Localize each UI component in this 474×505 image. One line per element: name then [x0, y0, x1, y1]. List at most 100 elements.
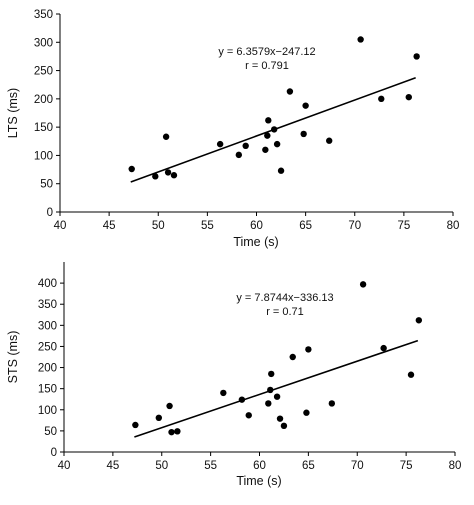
- sts-x-tick-label: 80: [449, 460, 462, 472]
- lts-y-tick-labels: 0 50 100 150 200 250 300 350: [34, 9, 53, 219]
- sts-r-value: r = 0.71: [266, 306, 304, 318]
- lts-data-point: [270, 126, 278, 133]
- lts-x-tick-label: 70: [348, 220, 361, 232]
- sts-data-point: [245, 412, 252, 419]
- lts-data-point: [264, 132, 271, 139]
- lts-y-tick-label: 300: [34, 37, 53, 49]
- lts-data-point: [162, 133, 170, 140]
- sts-data-point: [166, 402, 173, 410]
- lts-data-point: [128, 165, 135, 173]
- sts-x-tick-label: 65: [302, 460, 315, 472]
- lts-y-tick-label: 250: [34, 66, 53, 78]
- sts-data-point: [220, 389, 227, 397]
- lts-y-tick-label: 50: [40, 179, 53, 191]
- lts-r-value: r = 0.791: [245, 60, 289, 72]
- sts-data-point: [155, 414, 163, 421]
- sts-trendline: [134, 339, 419, 438]
- sts-data-point: [303, 409, 310, 416]
- sts-data-point: [280, 422, 288, 430]
- sts-data-point: [267, 386, 274, 394]
- lts-x-tick-label: 45: [103, 220, 116, 232]
- sts-x-axis-label: Time (s): [236, 474, 281, 488]
- lts-data-point: [216, 140, 224, 148]
- lts-equation: y = 6.3579x−247.12: [218, 46, 315, 58]
- lts-y-ticks: [56, 13, 60, 213]
- sts-y-tick-label: 350: [38, 299, 57, 311]
- sts-data-point: [415, 317, 423, 324]
- sts-data-point: [289, 353, 296, 361]
- lts-x-tick-label: 55: [201, 220, 214, 232]
- lts-y-tick-label: 0: [47, 207, 53, 219]
- lts-x-tick-label: 40: [54, 220, 67, 232]
- sts-x-tick-label: 50: [155, 460, 168, 472]
- sts-x-tick-label: 40: [58, 460, 71, 472]
- lts-points: [128, 36, 420, 180]
- sts-x-ticks: [63, 452, 456, 456]
- lts-data-point: [378, 95, 385, 103]
- lts-data-point: [265, 117, 272, 124]
- lts-y-tick-label: 150: [34, 122, 53, 134]
- lts-x-tick-label: 50: [152, 220, 165, 232]
- sts-chart: 40 45 50 55 60 65 70 75 80 0 50 100 150 200 250 300 350…: [6, 262, 461, 488]
- sts-data-point: [305, 346, 312, 353]
- sts-data-point: [174, 428, 181, 435]
- lts-x-tick-label: 75: [397, 220, 410, 232]
- lts-data-point: [262, 146, 269, 153]
- lts-y-axis-label: LTS (ms): [6, 88, 20, 138]
- sts-equation: y = 7.8744x−336.13: [236, 292, 333, 304]
- sts-y-tick-label: 250: [38, 341, 57, 353]
- sts-y-tick-label: 100: [38, 405, 57, 417]
- lts-x-tick-labels: 40 45 50 55 60 65 70 75 80: [54, 220, 460, 232]
- sts-data-point: [265, 400, 272, 407]
- sts-data-point: [359, 281, 367, 288]
- sts-x-tick-label: 60: [253, 460, 266, 472]
- sts-x-tick-labels: 40 45 50 55 60 65 70 75 80: [58, 460, 462, 472]
- sts-data-point: [238, 396, 246, 403]
- lts-data-point: [286, 88, 294, 95]
- lts-data-point: [326, 137, 333, 144]
- sts-y-axis-label: STS (ms): [6, 331, 20, 384]
- sts-y-tick-label: 50: [44, 426, 57, 438]
- lts-data-point: [152, 173, 159, 180]
- sts-y-tick-label: 0: [51, 447, 57, 459]
- sts-y-tick-label: 400: [38, 278, 57, 290]
- sts-y-tick-labels: 0 50 100 150 200 250 300 350 400: [38, 278, 57, 459]
- sts-points: [132, 281, 423, 436]
- sts-data-point: [407, 371, 415, 378]
- lts-y-tick-label: 200: [34, 94, 53, 106]
- sts-data-point: [268, 370, 275, 378]
- sts-data-point: [273, 393, 281, 400]
- lts-x-tick-label: 65: [299, 220, 312, 232]
- lts-data-point: [357, 36, 364, 43]
- lts-x-tick-label: 60: [250, 220, 263, 232]
- lts-data-point: [170, 172, 178, 179]
- lts-data-point: [300, 130, 307, 138]
- sts-data-point: [276, 415, 284, 422]
- sts-data-point: [168, 428, 175, 436]
- sts-y-tick-label: 300: [38, 320, 57, 332]
- sts-y-tick-label: 200: [38, 363, 57, 375]
- sts-x-tick-label: 55: [204, 460, 217, 472]
- lts-data-point: [413, 53, 420, 60]
- sts-data-point: [328, 400, 336, 407]
- sts-data-point: [380, 344, 387, 352]
- lts-x-axis-label: Time (s): [233, 235, 278, 249]
- lts-data-point: [405, 93, 412, 101]
- lts-chart: 40 45 50 55 60 65 70 75 80 0 50 100 150 200 250 300 350…: [6, 9, 459, 249]
- lts-y-tick-label: 100: [34, 150, 53, 162]
- sts-x-tick-label: 75: [400, 460, 413, 472]
- lts-data-point: [273, 140, 281, 148]
- lts-data-point: [164, 169, 172, 176]
- lts-x-ticks: [59, 212, 454, 216]
- sts-y-ticks: [60, 282, 64, 453]
- sts-y-tick-label: 150: [38, 384, 57, 396]
- lts-data-point: [242, 142, 249, 150]
- sts-x-tick-label: 70: [351, 460, 364, 472]
- lts-x-tick-label: 80: [447, 220, 460, 232]
- lts-data-point: [277, 167, 285, 174]
- lts-data-point: [302, 102, 309, 109]
- lts-y-tick-label: 350: [34, 9, 53, 21]
- sts-data-point: [132, 421, 139, 429]
- lts-data-point: [235, 151, 243, 159]
